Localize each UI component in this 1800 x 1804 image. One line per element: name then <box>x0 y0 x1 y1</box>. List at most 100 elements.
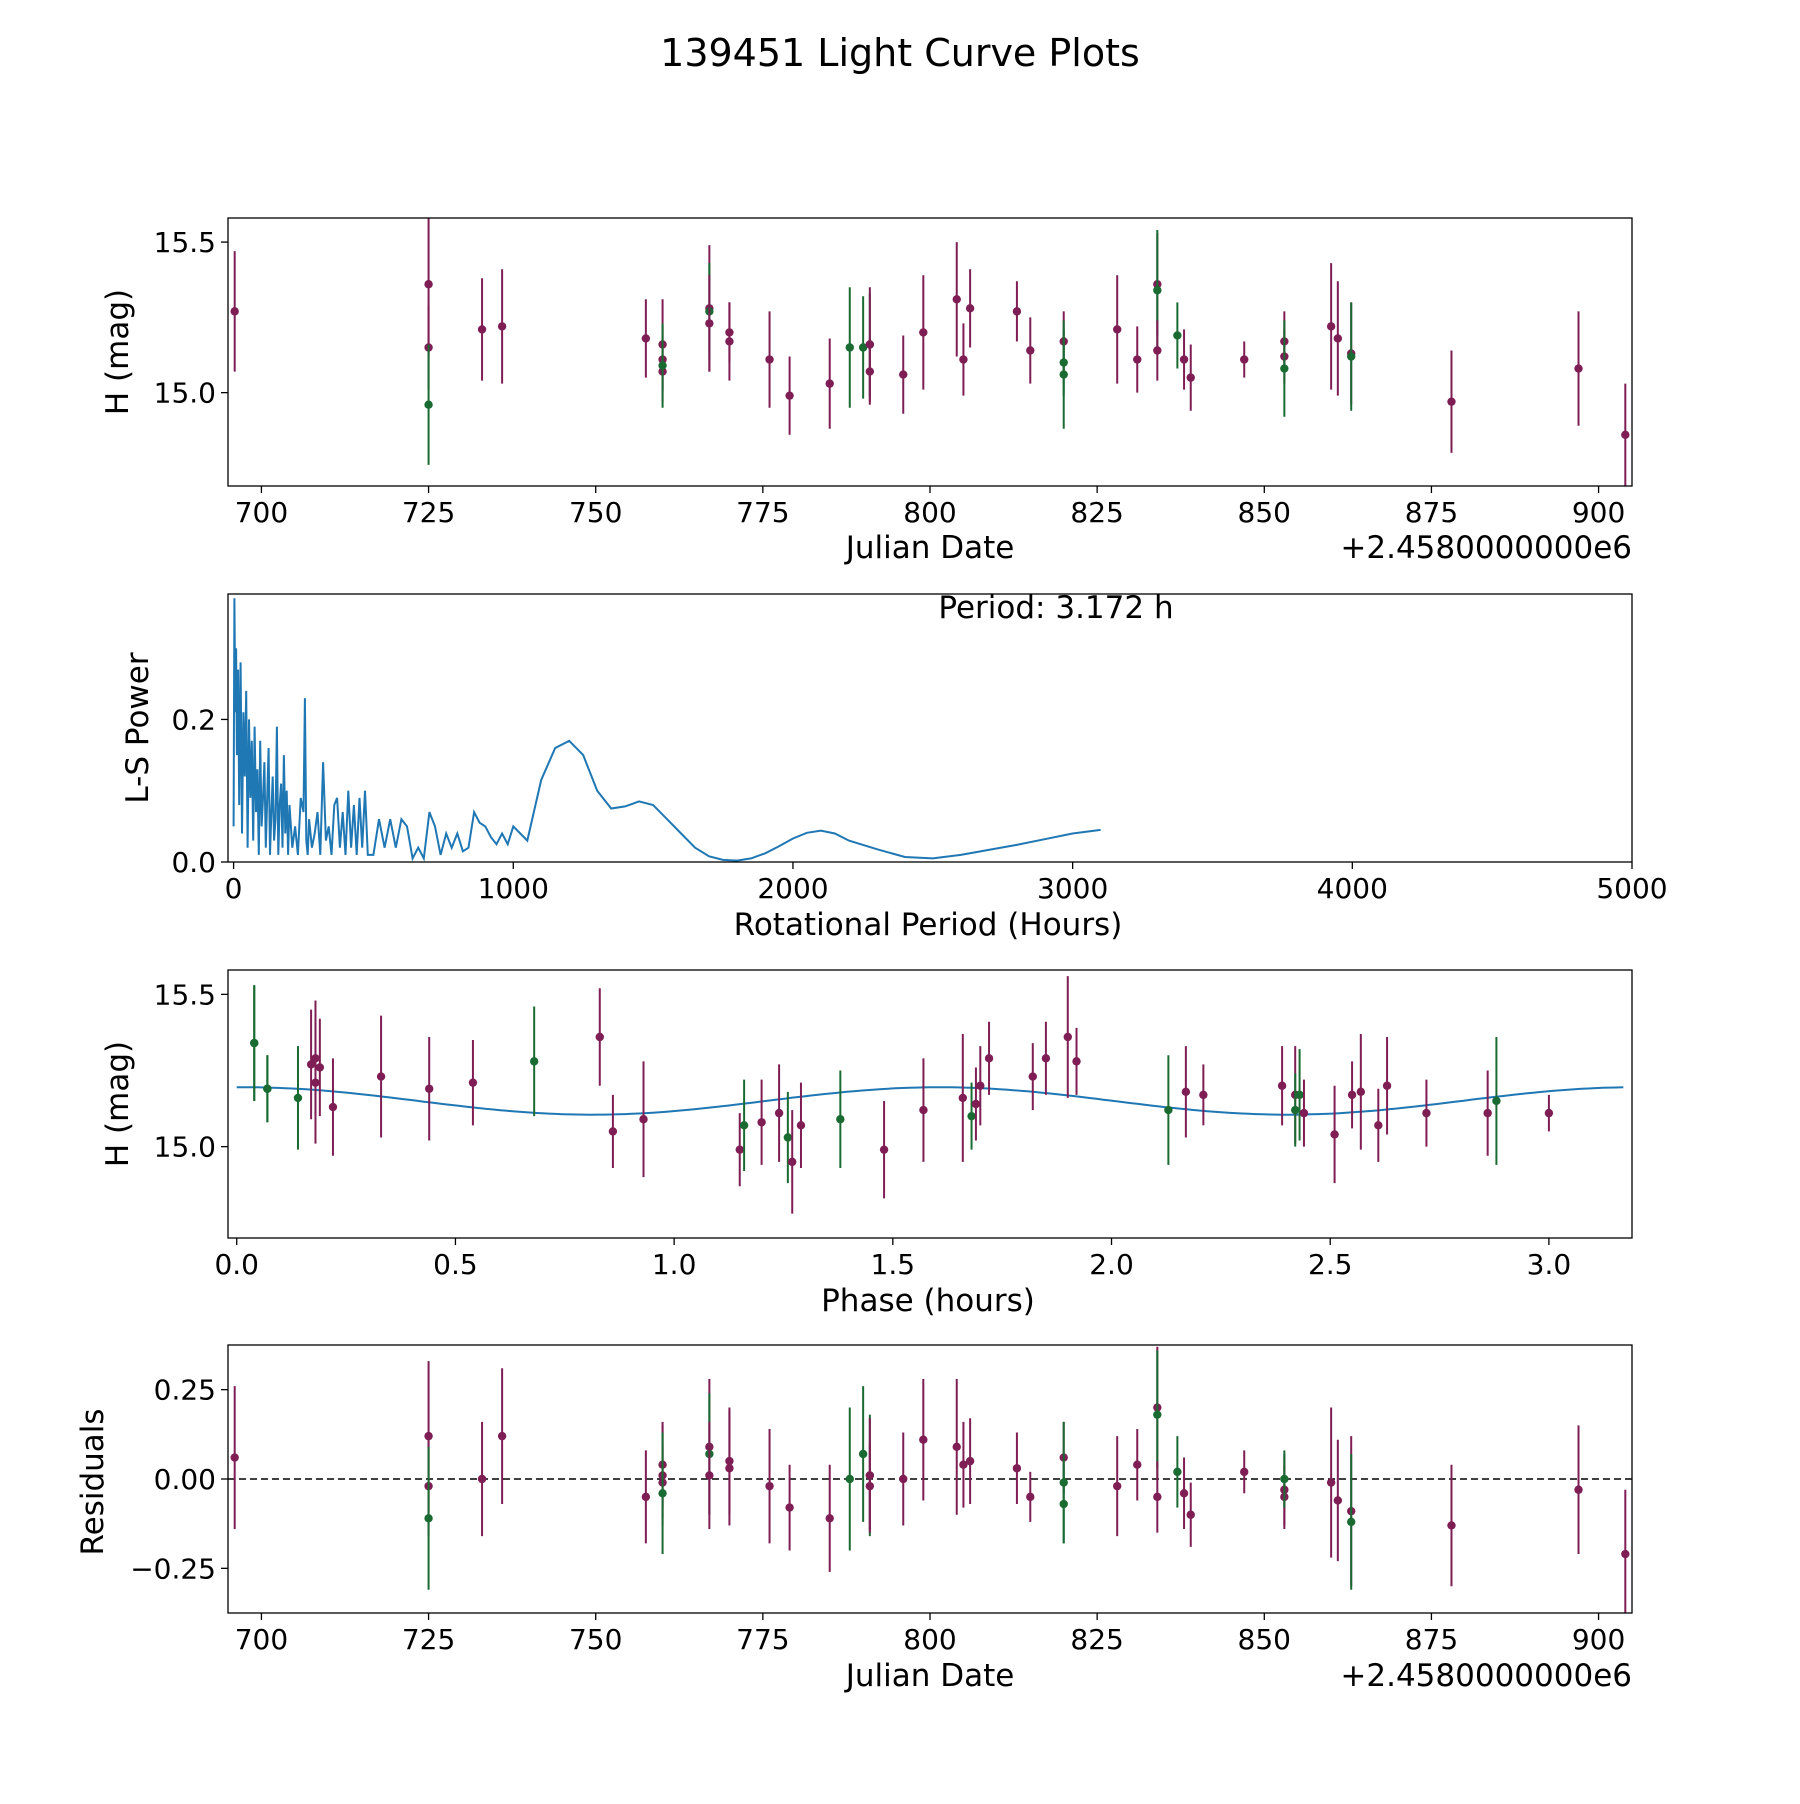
x-tick-label: 3.0 <box>1527 1248 1572 1281</box>
data-point <box>1173 331 1182 340</box>
y-tick-label: 0.25 <box>154 1374 216 1407</box>
x-tick-label: 775 <box>736 496 789 529</box>
data-point <box>641 334 651 343</box>
x-tick-label: 1000 <box>478 872 549 905</box>
y-tick-label: 15.5 <box>154 226 216 259</box>
x-tick-label: 3000 <box>1037 872 1108 905</box>
data-point <box>919 1105 928 1115</box>
data-point <box>1492 1096 1501 1106</box>
x-tick-label: 825 <box>1070 496 1123 529</box>
data-point <box>1113 1481 1122 1491</box>
x-tick-label: 850 <box>1238 1623 1291 1656</box>
data-point <box>739 1121 749 1130</box>
data-point <box>1153 1492 1162 1502</box>
data-point <box>1072 1057 1081 1066</box>
data-point <box>783 1133 793 1142</box>
x-tick-label: 2.0 <box>1089 1248 1134 1281</box>
data-point <box>608 1127 618 1136</box>
x-tick-label: 700 <box>235 1623 288 1656</box>
data-point <box>1179 355 1189 364</box>
data-point <box>250 1038 259 1048</box>
data-point <box>1026 346 1035 355</box>
x-tick-label: 2.5 <box>1308 1248 1353 1281</box>
data-point <box>959 1460 968 1469</box>
x-tick-label: 0.0 <box>214 1248 259 1281</box>
data-point <box>1330 1130 1339 1139</box>
data-point <box>263 1084 272 1093</box>
periodogram-annotation: Period: 3.172 h <box>938 590 1173 626</box>
residuals-marks <box>228 1346 1632 1613</box>
light-curve-marks <box>230 218 1630 486</box>
data-point <box>1621 1549 1630 1559</box>
x-tick-label: 0.5 <box>433 1248 478 1281</box>
data-point <box>735 1145 744 1154</box>
figure-title: 139451 Light Curve Plots <box>660 31 1140 75</box>
data-point <box>639 1115 648 1124</box>
data-point <box>1153 286 1162 295</box>
data-point <box>825 379 834 388</box>
data-point <box>1574 364 1583 373</box>
data-point <box>230 307 239 316</box>
data-point <box>1382 1081 1392 1090</box>
x-tick-label: 750 <box>569 496 622 529</box>
data-point <box>1280 1474 1289 1484</box>
data-point <box>641 1492 651 1502</box>
data-point <box>725 337 734 346</box>
data-point <box>1012 307 1022 316</box>
data-point <box>1133 1460 1142 1469</box>
y-tick-label: −0.25 <box>130 1552 216 1585</box>
data-point <box>306 1060 316 1069</box>
data-point <box>788 1157 797 1167</box>
phased-curve-frame <box>227 969 1633 1239</box>
x-tick-label: 1.5 <box>871 1248 916 1281</box>
data-point <box>879 1145 889 1154</box>
y-tick-label: 15.5 <box>154 978 216 1011</box>
data-point <box>858 1449 868 1459</box>
data-point <box>1356 1087 1366 1097</box>
data-point <box>952 295 961 304</box>
data-point <box>1447 397 1456 406</box>
data-point <box>899 370 908 379</box>
data-point <box>1277 1081 1287 1090</box>
data-point <box>1063 1032 1072 1042</box>
periodogram-series-line <box>232 598 1101 862</box>
data-point <box>1374 1121 1383 1130</box>
x-tick-label: 4000 <box>1317 872 1388 905</box>
data-point <box>1422 1108 1431 1118</box>
phased-curve-xlabel: Phase (hours) <box>821 1283 1035 1319</box>
light-curve-axes: 700 725 750 775 800 825 850 875 900 15.0 15.5 <box>154 226 1626 529</box>
fit-curve-line <box>236 1086 1624 1116</box>
data-point <box>1280 364 1289 373</box>
data-point <box>785 1503 794 1512</box>
periodogram-frame <box>227 593 1633 863</box>
x-tick-label: 850 <box>1238 496 1291 529</box>
x-tick-label: 750 <box>569 1623 622 1656</box>
x-tick-label: 5000 <box>1596 872 1667 905</box>
data-point <box>1173 1467 1182 1477</box>
x-tick-label: 1.0 <box>652 1248 697 1281</box>
data-point <box>424 400 433 409</box>
x-tick-label: 825 <box>1070 1623 1123 1656</box>
data-point <box>1133 355 1142 364</box>
data-point <box>825 1514 834 1523</box>
data-point <box>1186 373 1195 382</box>
data-point <box>1347 352 1356 361</box>
data-point <box>477 1474 487 1484</box>
periodogram-axes: 0 1000 2000 3000 4000 5000 0.0 0.2 <box>171 703 1667 905</box>
data-point <box>1333 1496 1343 1505</box>
data-point <box>1240 355 1249 364</box>
data-point <box>1153 1410 1162 1419</box>
data-point <box>1544 1108 1554 1118</box>
data-point <box>1347 1090 1357 1100</box>
data-point <box>311 1078 320 1087</box>
data-point <box>899 1474 908 1484</box>
data-point <box>658 1489 667 1498</box>
data-point <box>1483 1108 1492 1118</box>
data-point <box>1326 322 1336 331</box>
x-tick-label: 900 <box>1572 1623 1625 1656</box>
residuals-offset: +2.4580000000e6 <box>1340 1658 1632 1694</box>
y-tick-label: 15.0 <box>154 1131 216 1164</box>
y-tick-label: 0.0 <box>171 846 216 879</box>
data-point <box>865 1481 875 1491</box>
data-point <box>468 1078 478 1087</box>
